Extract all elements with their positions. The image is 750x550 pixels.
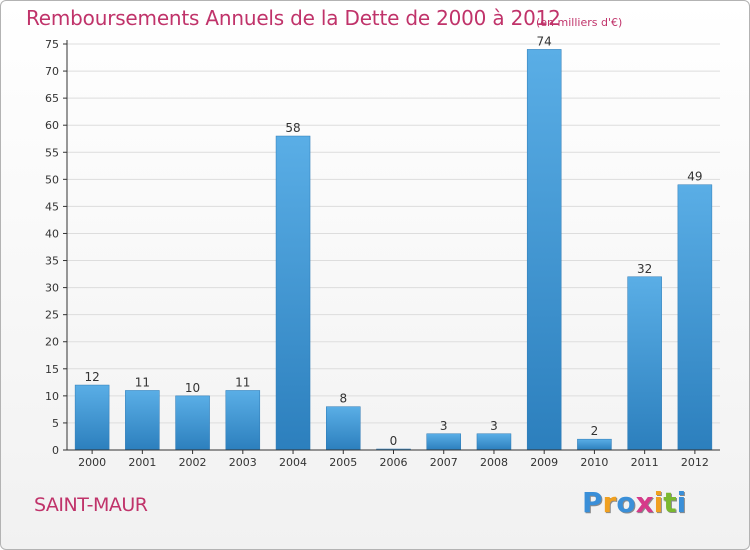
x-tick-label: 2010 [580,456,608,469]
x-tick-label: 2006 [380,456,408,469]
x-tick-label: 2008 [480,456,508,469]
y-tick-label: 65 [45,92,59,105]
logo-letter: i [676,486,687,519]
bar-value-label: 74 [537,34,552,48]
y-tick-label: 35 [45,255,59,268]
labels: 0510152025303540455055606570751220001120… [45,34,709,469]
logo-letter: o [616,486,636,519]
bar-value-label: 32 [637,262,652,276]
y-tick-label: 45 [45,200,59,213]
bar [677,184,713,451]
x-tick-label: 2007 [430,456,458,469]
axes [63,40,720,454]
x-tick-label: 2001 [128,456,156,469]
logo-letter: x [635,486,654,519]
bar [275,135,311,451]
bar [125,390,160,451]
y-tick-label: 75 [45,38,59,51]
bar [476,433,512,451]
bar [225,390,261,451]
bar [175,395,210,451]
logo-letter: r [602,486,617,519]
bar-value-label: 11 [235,375,250,389]
logo-letter: P [582,486,603,519]
y-tick-label: 0 [52,444,59,457]
bar [426,433,461,451]
y-tick-label: 25 [45,309,59,322]
x-tick-label: 2005 [329,456,357,469]
grid-lines [67,43,720,451]
bar [326,406,361,451]
proxiti-logo[interactable]: Proxiti [582,486,686,519]
bar-value-label: 58 [285,121,300,135]
bar-value-label: 12 [84,370,99,384]
x-tick-label: 2011 [631,456,659,469]
y-tick-label: 15 [45,363,59,376]
x-tick-label: 2003 [229,456,257,469]
x-tick-label: 2009 [530,456,558,469]
bar [627,276,662,451]
bar-value-label: 3 [490,419,498,433]
y-tick-label: 55 [45,146,59,159]
chart-subtitle: (en milliers d'€) [536,16,623,29]
y-tick-label: 50 [45,173,59,186]
commune-name: SAINT-MAUR [34,494,148,516]
bar-value-label: 2 [591,424,599,438]
y-tick-label: 60 [45,119,59,132]
chart-title: Remboursements Annuels de la Dette de 20… [26,6,561,30]
bar-value-label: 0 [390,434,398,448]
y-tick-label: 5 [52,417,59,430]
x-tick-label: 2012 [681,456,709,469]
bar-value-label: 49 [687,170,702,184]
x-tick-label: 2000 [78,456,106,469]
y-tick-label: 30 [45,282,59,295]
bars [74,49,713,451]
bar [74,384,110,451]
x-tick-label: 2002 [179,456,207,469]
bar [526,49,562,451]
bar [577,438,612,451]
bar-value-label: 10 [185,381,200,395]
y-tick-label: 10 [45,390,59,403]
logo-letter: i [653,486,664,519]
y-tick-label: 40 [45,227,59,240]
bar-value-label: 8 [339,392,347,406]
x-tick-label: 2004 [279,456,307,469]
bar-value-label: 11 [135,375,150,389]
y-tick-label: 70 [45,65,59,78]
y-tick-label: 20 [45,336,59,349]
bar-value-label: 3 [440,419,448,433]
logo-letter: t [663,486,677,519]
